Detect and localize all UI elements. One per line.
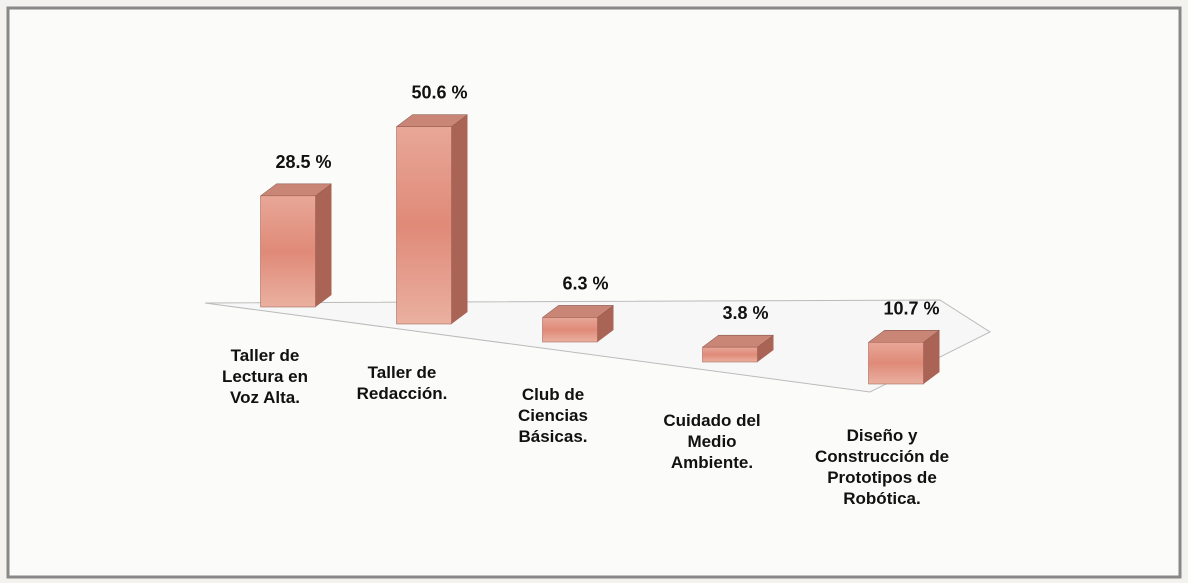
value-label: 10.7 %	[883, 298, 939, 318]
bar-side	[315, 183, 332, 307]
value-label: 3.8 %	[722, 303, 768, 323]
category-label: Diseño y Construcción de Prototipos de R…	[814, 426, 950, 508]
value-label: 6.3 %	[562, 273, 608, 293]
category-label: Club de Ciencias Básicas.	[518, 385, 588, 446]
bar	[868, 342, 924, 385]
category-label: Taller de Redacción.	[356, 363, 448, 403]
bar-side	[757, 335, 774, 362]
bar	[396, 126, 452, 325]
bar	[702, 346, 758, 363]
value-label: 50.6 %	[411, 83, 467, 103]
chart-frame	[6, 6, 1182, 579]
bar-side	[923, 330, 940, 384]
bar	[542, 317, 598, 343]
bar-side	[451, 114, 468, 324]
bar	[260, 195, 316, 308]
value-label: 28.5 %	[275, 152, 331, 172]
category-label: Taller de Lectura en Voz Alta.	[222, 346, 308, 407]
category-label: Cuidado del Medio Ambiente.	[663, 411, 761, 472]
